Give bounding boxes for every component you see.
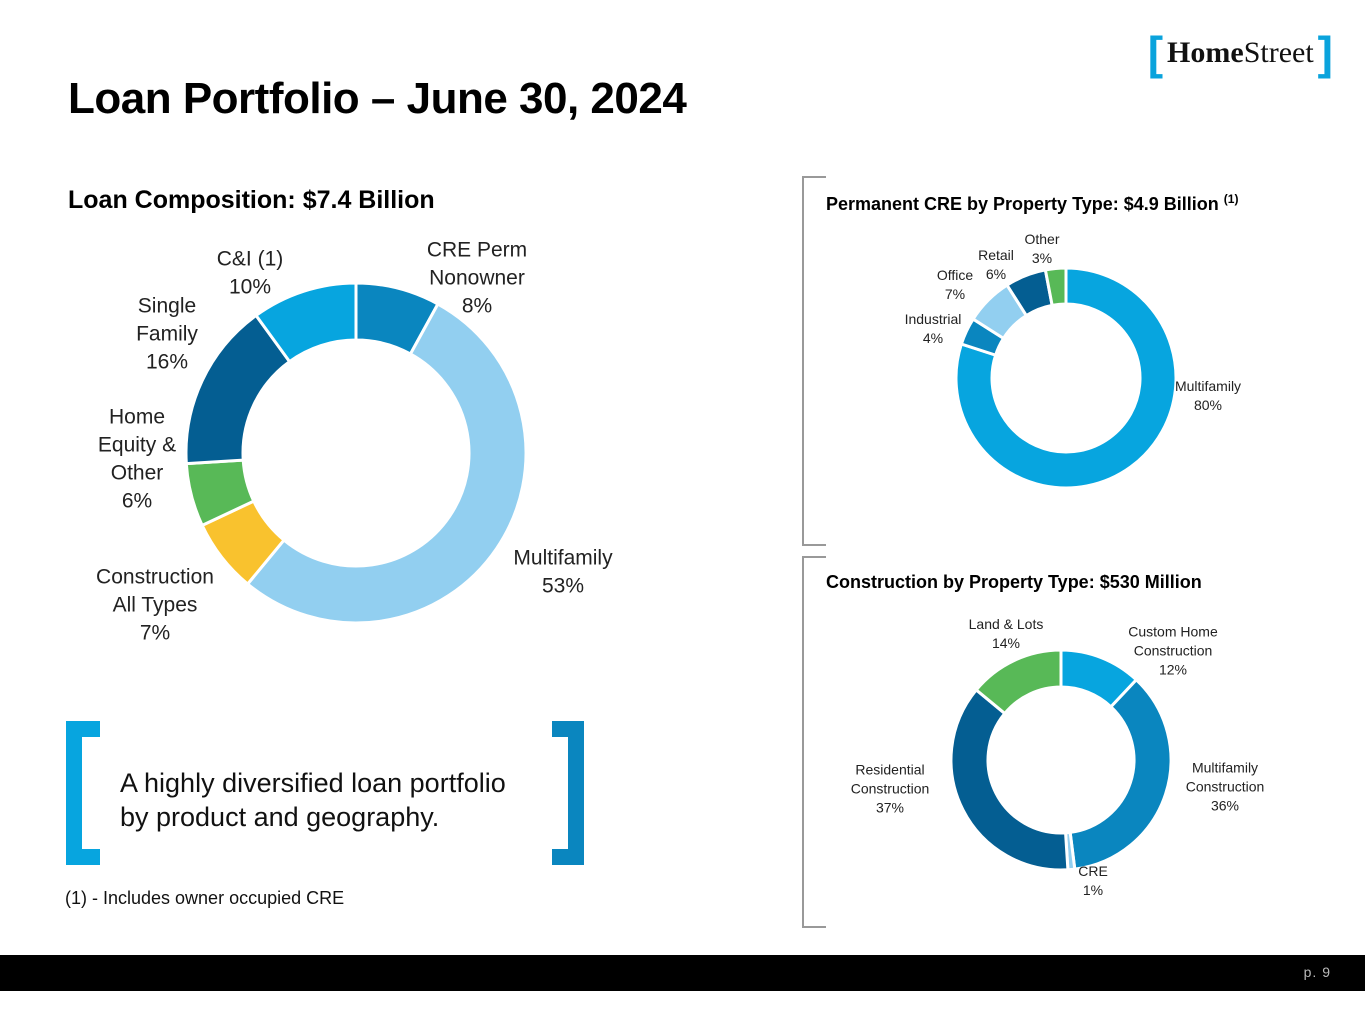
quote-line-2: by product and geography. — [120, 802, 440, 832]
construction-slice-4 — [974, 648, 1063, 716]
permanent-slice-label-2: Office 7% — [937, 267, 974, 302]
construction-section-bracket — [802, 556, 826, 928]
construction-slice-1 — [1068, 677, 1173, 871]
quote-right-bracket-cut — [552, 737, 568, 849]
construction-slice-label-2: CRE 1% — [1078, 863, 1108, 898]
permanent-slice-4 — [1043, 266, 1068, 308]
quote-line-1: A highly diversified loan portfolio — [120, 768, 506, 798]
composition-chart-title: Loan Composition: $7.4 Billion — [68, 186, 435, 214]
highlight-quote: A highly diversified loan portfolio by p… — [120, 766, 550, 834]
construction-slice-label-4: Land & Lots 14% — [969, 616, 1044, 651]
composition-slice-label-0: CRE Perm Nonowner 8% — [427, 238, 527, 317]
permanent-chart-title-text: Permanent CRE by Property Type: $4.9 Bil… — [826, 194, 1219, 214]
construction-slice-3 — [949, 687, 1070, 872]
logo-close-bracket: ] — [1317, 27, 1333, 79]
footer-bar: p. 9 — [0, 955, 1365, 991]
logo-street-text: Street — [1243, 36, 1314, 69]
composition-slice-label-1: Multifamily 53% — [513, 546, 613, 597]
composition-slice-5 — [253, 281, 358, 364]
composition-slice-label-4: Single Family 16% — [136, 294, 198, 373]
permanent-slice-label-4: Other 3% — [1024, 231, 1059, 266]
composition-slice-label-5: C&I (1) 10% — [217, 247, 284, 298]
homestreet-logo: [ Home Street ] — [1148, 30, 1333, 76]
construction-slice-label-0: Custom Home Construction 12% — [1128, 624, 1218, 678]
construction-slice-label-1: Multifamily Construction 36% — [1186, 760, 1265, 814]
page-title: Loan Portfolio – June 30, 2024 — [68, 74, 687, 123]
logo-open-bracket: [ — [1147, 27, 1164, 79]
construction-slice-label-3: Residential Construction 37% — [851, 762, 930, 816]
permanent-slice-label-3: Retail 6% — [978, 247, 1014, 282]
composition-slice-1 — [245, 301, 528, 625]
permanent-slice-0 — [954, 266, 1178, 490]
page-number: p. 9 — [1303, 964, 1331, 980]
permanent-chart-title: Permanent CRE by Property Type: $4.9 Bil… — [826, 192, 1238, 215]
permanent-section-bracket — [802, 176, 826, 546]
composition-slice-label-2: Construction All Types 7% — [96, 565, 214, 644]
permanent-slice-label-0: Multifamily 80% — [1175, 378, 1241, 413]
permanent-chart-title-footnote: (1) — [1223, 192, 1239, 206]
quote-left-bracket-cut — [82, 737, 100, 849]
logo-home-text: Home — [1167, 36, 1244, 69]
footnote: (1) - Includes owner occupied CRE — [65, 888, 345, 908]
construction-chart-title: Construction by Property Type: $530 Mill… — [826, 572, 1202, 592]
composition-slice-label-3: Home Equity & Other 6% — [98, 405, 176, 512]
permanent-slice-label-1: Industrial 4% — [905, 311, 962, 346]
